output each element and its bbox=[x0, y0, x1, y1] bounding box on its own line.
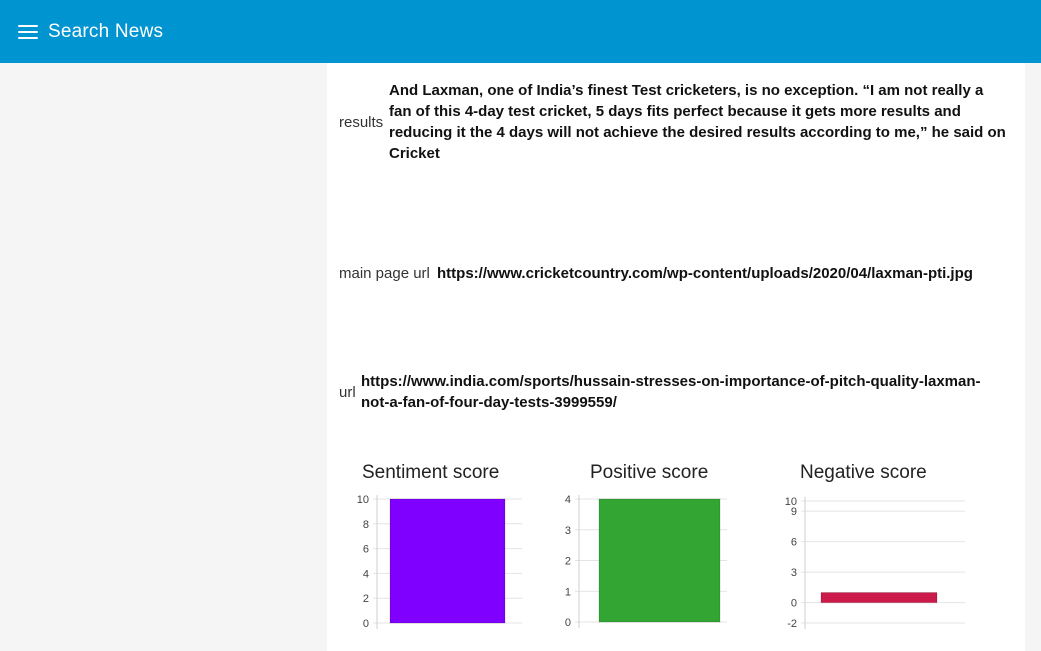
chart-svg: 0 2 4 6 8 10 bbox=[357, 494, 522, 630]
chart-negative: Negative score -2 0 3 6 9 10 bbox=[767, 459, 977, 639]
y-tick-label: 3 bbox=[565, 525, 571, 537]
field-results-label: results bbox=[339, 113, 384, 131]
chart-title: Sentiment score bbox=[362, 462, 500, 483]
y-tick-label: 0 bbox=[791, 598, 797, 610]
chart-sentiment: Sentiment score 0 2 4 6 8 10 bbox=[337, 459, 547, 639]
field-results: results And Laxman, one of India’s fines… bbox=[339, 80, 1019, 164]
y-tick-label: 4 bbox=[363, 568, 369, 580]
y-tick-label: -2 bbox=[787, 618, 797, 630]
y-tick-label: 4 bbox=[565, 494, 571, 506]
y-tick-label: 0 bbox=[565, 617, 571, 629]
y-tick-label: 10 bbox=[785, 496, 797, 508]
field-url-value[interactable]: https://www.india.com/sports/hussain-str… bbox=[361, 373, 981, 411]
app-bar: Search News bbox=[0, 0, 1041, 63]
y-tick-label: 8 bbox=[363, 519, 369, 531]
app-title: Search News bbox=[48, 20, 164, 42]
chart-title: Negative score bbox=[800, 462, 927, 483]
chart-title: Positive score bbox=[590, 462, 709, 483]
field-main-page-url-label: main page url bbox=[339, 265, 430, 282]
bar bbox=[389, 498, 506, 624]
field-main-page-url: main page url https://www.cricketcountry… bbox=[339, 263, 1019, 284]
y-tick-label: 2 bbox=[565, 556, 571, 568]
y-tick-label: 6 bbox=[363, 544, 369, 556]
chart-svg: -2 0 3 6 910 bbox=[785, 496, 965, 630]
bar bbox=[820, 592, 938, 604]
field-url: url https://www.india.com/sports/hussain… bbox=[339, 371, 1019, 413]
y-tick-label: 3 bbox=[791, 567, 797, 579]
y-tick-label: 9 bbox=[791, 506, 797, 518]
article-card: results And Laxman, one of India’s fines… bbox=[327, 63, 1025, 651]
menu-icon[interactable] bbox=[18, 22, 38, 42]
y-tick-label: 10 bbox=[357, 494, 369, 506]
chart-svg: 0 1 2 3 4 bbox=[565, 494, 727, 629]
field-url-label: url bbox=[339, 383, 356, 401]
bar bbox=[598, 498, 721, 623]
chart-positive: Positive score 0 1 2 3 4 bbox=[545, 459, 755, 639]
field-main-page-url-value[interactable]: https://www.cricketcountry.com/wp-conten… bbox=[437, 265, 973, 282]
y-tick-label: 2 bbox=[363, 593, 369, 605]
y-tick-label: 1 bbox=[565, 586, 571, 598]
field-results-value: And Laxman, one of India’s finest Test c… bbox=[389, 82, 1006, 162]
y-tick-label: 6 bbox=[791, 537, 797, 549]
y-tick-label: 0 bbox=[363, 618, 369, 630]
